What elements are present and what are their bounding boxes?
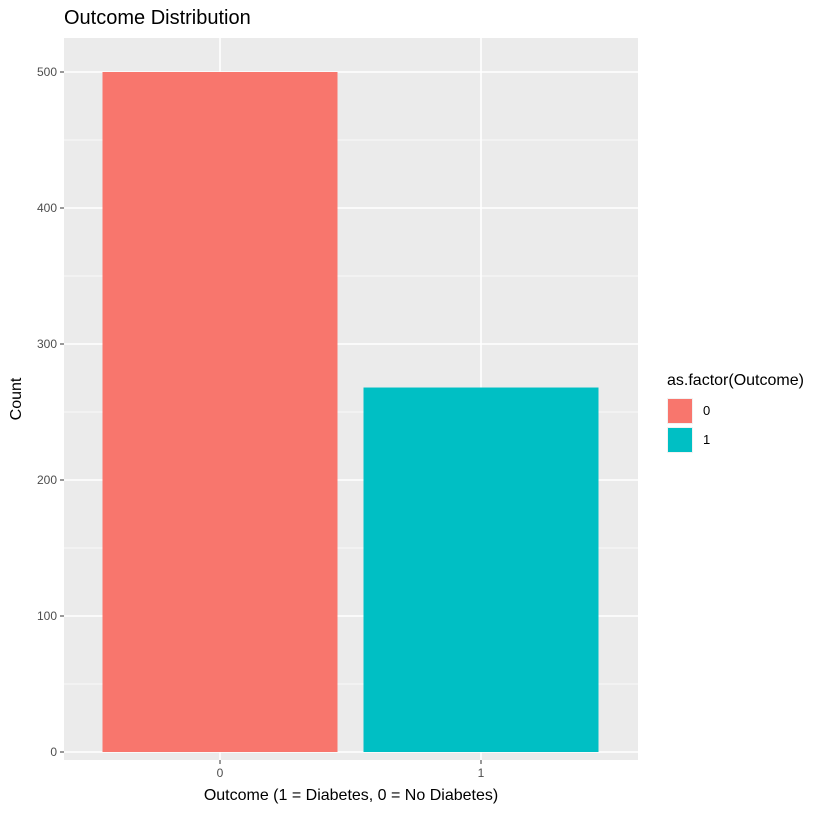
x-tick-label: 0	[217, 766, 224, 780]
legend-key-1	[668, 428, 692, 452]
y-tick-label: 0	[50, 745, 57, 759]
y-tick-label: 200	[37, 473, 57, 487]
bar-0	[102, 72, 338, 752]
chart-title: Outcome Distribution	[64, 7, 251, 29]
x-axis-title: Outcome (1 = Diabetes, 0 = No Diabetes)	[204, 787, 498, 804]
y-tick-label: 100	[37, 609, 57, 623]
bar-1	[363, 387, 599, 752]
y-tick-label: 300	[37, 337, 57, 351]
legend-label-0: 0	[703, 403, 710, 418]
y-axis-title: Count	[8, 377, 25, 420]
legend-key-0	[668, 399, 692, 423]
bars	[102, 72, 599, 752]
x-tick-label: 1	[478, 766, 485, 780]
y-tick-label: 400	[37, 201, 57, 215]
legend-title: as.factor(Outcome)	[667, 372, 804, 389]
y-tick-label: 500	[37, 65, 57, 79]
legend: as.factor(Outcome) 01	[667, 372, 804, 453]
legend-items: 01	[667, 398, 710, 453]
y-axis-ticks: 0 100 200 300 400 500	[37, 65, 64, 759]
legend-label-1: 1	[703, 432, 710, 447]
